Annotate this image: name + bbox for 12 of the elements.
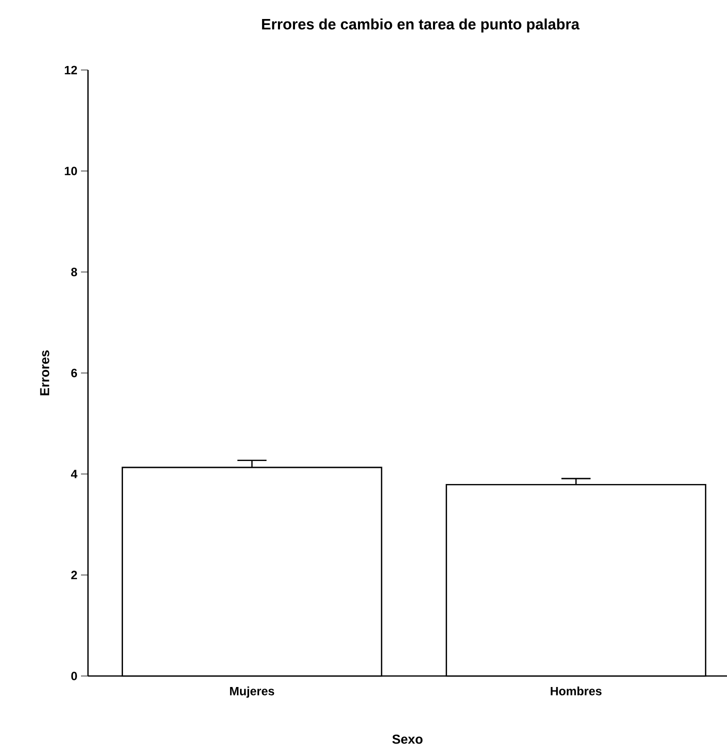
y-tick-label: 0 (71, 672, 77, 680)
x-axis-title: Sexo (392, 734, 423, 744)
y-tick-label: 8 (71, 268, 78, 276)
x-tick-label: Mujeres (230, 686, 274, 698)
y-tick-label: 12 (64, 66, 77, 74)
x-tick-label: Hombres (550, 686, 602, 696)
chart-title: Errores de cambio en tarea de punto palabra (262, 18, 580, 32)
y-tick-label: 2 (71, 570, 77, 580)
y-tick-label: 10 (64, 166, 77, 176)
y-tick-label: 6 (71, 368, 78, 378)
y-tick-label: 4 (70, 470, 78, 478)
y-axis-title: Errores (40, 350, 50, 396)
